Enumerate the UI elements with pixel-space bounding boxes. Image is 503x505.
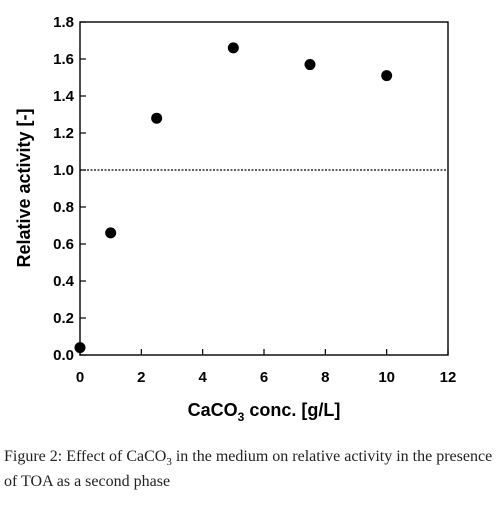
y-tick-label: 1.0 [53,162,74,179]
x-tick-label: 12 [440,369,457,386]
plot-area [79,21,449,356]
x-tick-label: 8 [321,369,329,386]
data-point [304,59,316,71]
x-tick-label: 0 [76,369,84,386]
y-tick-label: 0.0 [53,347,74,364]
caption-label: Figure 2: [4,448,63,465]
x-axis-label-unit: conc. [g/L] [244,400,340,420]
y-tick-label: 0.8 [53,199,74,216]
x-tick-label: 2 [137,369,145,386]
y-axis-label: Relative activity [-] [14,108,34,267]
caption-subscript: 3 [166,456,172,469]
plot-frame [79,21,449,356]
data-point [381,70,393,82]
data-point [151,112,163,124]
data-point [227,42,239,54]
x-tick-label: 10 [378,369,395,386]
y-tick-label: 0.6 [53,236,74,253]
y-tick-label: 1.4 [53,88,75,105]
caption-text-end: in the medium on relative activity in th… [4,448,493,491]
caption-text-start: Effect of CaCO [62,448,167,465]
y-tick-label: 1.2 [53,125,74,142]
y-tick-label: 1.8 [53,14,74,31]
scatter-chart: 0.0 0.2 0.4 0.6 0.8 1.0 1.2 1.4 1.6 1.8 0 2 4 6 8 10 12… [14,14,457,424]
figure-caption: Figure 2: Effect of CaCO3 in the medium … [4,447,500,492]
y-tick-label: 1.6 [53,51,74,68]
x-axis-label-main: CaCO [188,400,238,420]
y-tick-label: 0.2 [53,310,74,327]
data-points [74,42,393,354]
x-tick-label: 6 [260,369,268,386]
x-axis-label-subscript: 3 [238,410,245,424]
data-point [105,227,117,239]
x-tick-label: 4 [198,369,207,386]
x-axis-label: CaCO3 conc. [g/L] [188,400,341,424]
data-point [74,342,86,354]
y-axis-ticks: 0.0 0.2 0.4 0.6 0.8 1.0 1.2 1.4 1.6 1.8 [53,14,86,364]
y-tick-label: 0.4 [53,273,75,290]
